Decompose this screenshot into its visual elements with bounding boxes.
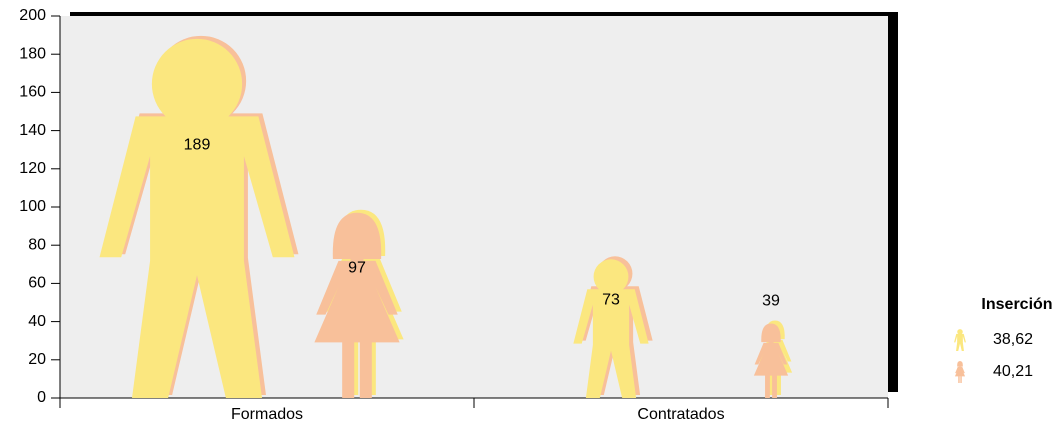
y-tick-label: 0 [37,389,46,406]
y-tick-label: 120 [19,160,46,177]
legend-label: 40,21 [993,363,1033,380]
leg [958,376,960,383]
data-label: 97 [348,260,366,277]
body [573,289,649,398]
leg [960,376,962,383]
legend-label: 38,62 [993,331,1033,348]
head [593,259,629,295]
x-tick-label: Contratados [637,406,724,423]
y-tick-label: 140 [19,122,46,139]
data-label: 73 [602,292,620,309]
leg [359,340,372,398]
body [99,116,295,398]
y-tick-label: 80 [28,236,46,253]
y-tick-label: 60 [28,275,46,292]
head [151,38,243,130]
body [753,342,789,376]
head [957,329,963,335]
y-tick-label: 20 [28,351,46,368]
y-tick-label: 100 [19,198,46,215]
figure [99,38,295,398]
hair [761,323,781,343]
figure [573,259,649,398]
figure [314,212,400,398]
x-tick-label: Formados [231,406,303,423]
legend-icon [954,361,966,383]
leg [776,371,781,395]
y-tick-label: 200 [19,7,46,24]
legend-title: Inserción [981,296,1052,313]
figure [753,323,789,398]
leg [342,340,355,398]
y-tick-label: 40 [28,313,46,330]
leg [765,374,770,398]
data-label: 189 [184,137,211,154]
body [954,366,966,377]
body [314,260,400,343]
legend-icon [954,329,966,351]
leg [769,371,774,395]
data-label: 39 [762,293,780,310]
body [954,333,966,351]
y-tick-label: 160 [19,84,46,101]
hair [957,361,963,367]
hair [332,212,382,260]
leg [772,374,777,398]
y-tick-label: 180 [19,45,46,62]
